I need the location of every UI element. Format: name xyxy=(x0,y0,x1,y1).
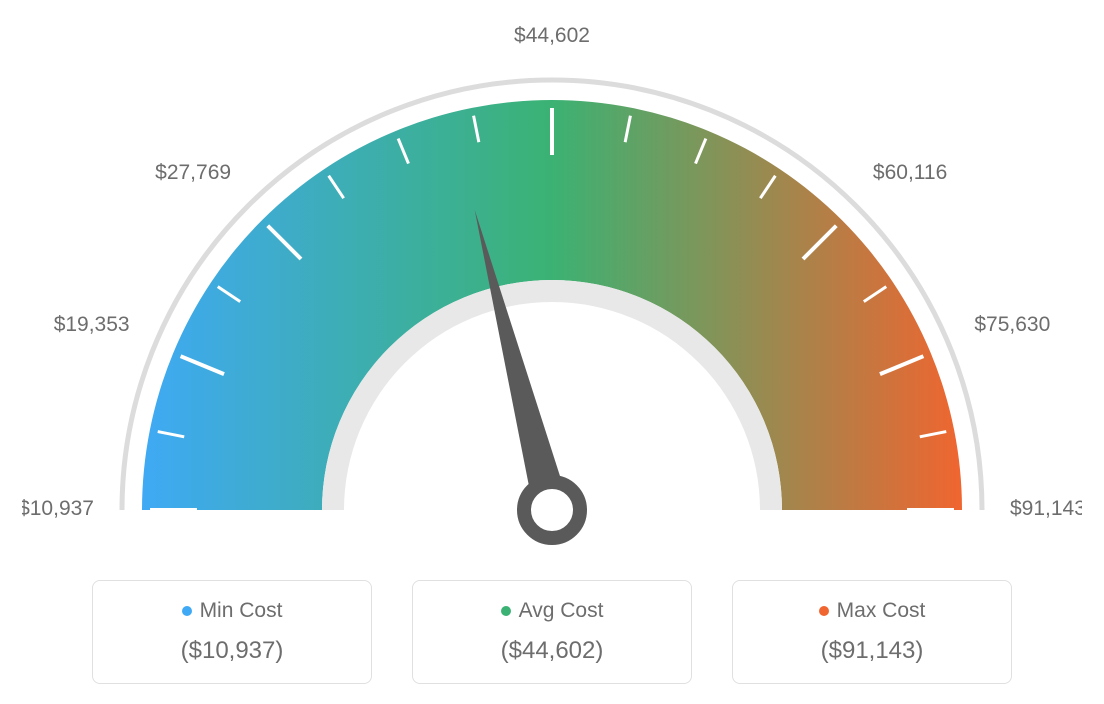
tick-label: $10,937 xyxy=(22,497,94,520)
gauge-svg: $10,937 $19,353 $27,769 $44,602 $60,116 $75,6… xyxy=(22,20,1082,560)
tick-label: $60,116 xyxy=(873,161,947,184)
legend-max-title: Max Cost xyxy=(781,599,963,623)
dot-min-icon xyxy=(182,606,192,616)
dot-max-icon xyxy=(819,606,829,616)
legend: Min Cost ($10,937) Avg Cost ($44,602) Ma… xyxy=(20,580,1084,684)
needle-hub xyxy=(524,482,580,538)
legend-avg: Avg Cost ($44,602) xyxy=(412,580,692,684)
tick-label: $27,769 xyxy=(155,161,231,184)
legend-min-value: ($10,937) xyxy=(141,637,323,665)
legend-avg-title: Avg Cost xyxy=(461,599,643,623)
legend-max-label: Max Cost xyxy=(837,599,926,623)
legend-min-title: Min Cost xyxy=(141,599,323,623)
gauge-arc xyxy=(142,100,962,510)
legend-max-value: ($91,143) xyxy=(781,637,963,665)
legend-min: Min Cost ($10,937) xyxy=(92,580,372,684)
legend-max: Max Cost ($91,143) xyxy=(732,580,1012,684)
tick-label: $75,630 xyxy=(974,313,1050,336)
dot-avg-icon xyxy=(501,606,511,616)
tick-label: $19,353 xyxy=(54,313,130,336)
tick-label: $91,143 xyxy=(1010,497,1082,520)
legend-min-label: Min Cost xyxy=(200,599,283,623)
legend-avg-value: ($44,602) xyxy=(461,637,643,665)
gauge-chart: $10,937 $19,353 $27,769 $44,602 $60,116 $75,6… xyxy=(20,20,1084,560)
tick-label: $44,602 xyxy=(514,24,590,47)
legend-avg-label: Avg Cost xyxy=(519,599,604,623)
